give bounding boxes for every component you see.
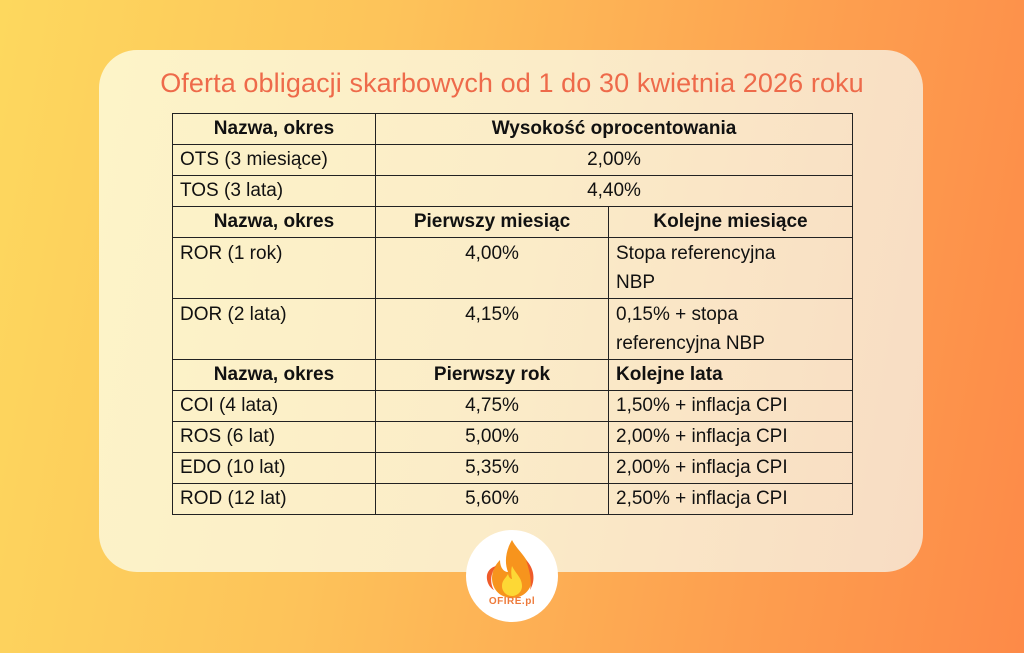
bond-rate: 2,00% [374,144,854,176]
header-first-month: Pierwszy miesiąc [375,206,609,238]
bond-next-rate-line: Stopa referencyjna [616,243,776,264]
bond-first-rate: 4,00% [375,237,609,299]
bond-name: DOR (2 lata) [172,298,376,360]
bond-first-rate: 4,15% [375,298,609,360]
bond-first-rate: 5,35% [375,452,609,484]
table-row: EDO (10 lat) 5,35% 2,00% + inflacja CPI [172,452,854,484]
table-row: TOS (3 lata) 4,40% [172,175,854,207]
header-name: Nazwa, okres [172,206,376,238]
bond-next-rate: 2,00% + inflacja CPI [607,421,854,453]
bond-rate: 4,40% [374,175,854,207]
bond-name: EDO (10 lat) [172,452,376,484]
bond-name: COI (4 lata) [172,390,376,422]
bond-next-rate: Stopa referencyjna NBP [607,237,854,299]
bond-name: ROD (12 lat) [172,483,376,515]
ofire-logo: OFIRE.pl [466,530,558,622]
header-first-year: Pierwszy rok [375,359,609,391]
table-row: COI (4 lata) 4,75% 1,50% + inflacja CPI [172,390,854,422]
header-rate: Wysokość oprocentowania [374,113,854,145]
flame-icon [486,540,534,598]
table-header-row: Nazwa, okres Wysokość oprocentowania [172,113,854,145]
bond-first-rate: 4,75% [375,390,609,422]
table-row: ROD (12 lat) 5,60% 2,50% + inflacja CPI [172,483,854,515]
table-row: DOR (2 lata) 4,15% 0,15% + stopa referenc… [172,298,854,360]
table-row: OTS (3 miesiące) 2,00% [172,144,854,176]
bond-next-rate: 2,50% + inflacja CPI [607,483,854,515]
bond-first-rate: 5,00% [375,421,609,453]
bond-next-rate-line: 0,15% + stopa [616,304,739,325]
table-row: ROR (1 rok) 4,00% Stopa referencyjna NBP [172,237,854,299]
table-header-row: Nazwa, okres Pierwszy miesiąc Kolejne mi… [172,206,854,238]
bond-next-rate: 0,15% + stopa referencyjna NBP [607,298,854,360]
header-next-years: Kolejne lata [607,359,854,391]
bond-next-rate-line: NBP [616,272,656,293]
header-next-months: Kolejne miesiące [607,206,854,238]
table-header-row: Nazwa, okres Pierwszy rok Kolejne lata [172,359,854,391]
header-name: Nazwa, okres [172,113,376,145]
bond-name: TOS (3 lata) [172,175,376,207]
bond-name: ROR (1 rok) [172,237,376,299]
bond-name: ROS (6 lat) [172,421,376,453]
bond-next-rate-line: referencyjna NBP [616,333,765,354]
table-row: ROS (6 lat) 5,00% 2,00% + inflacja CPI [172,421,854,453]
bond-next-rate: 2,00% + inflacja CPI [607,452,854,484]
header-name: Nazwa, okres [172,359,376,391]
bond-next-rate: 1,50% + inflacja CPI [607,390,854,422]
logo-text: OFIRE.pl [488,596,536,607]
bonds-table: Nazwa, okres Wysokość oprocentowania OTS… [172,113,854,515]
page-title: Oferta obligacji skarbowych od 1 do 30 k… [160,68,864,98]
bond-first-rate: 5,60% [375,483,609,515]
bond-name: OTS (3 miesiące) [172,144,376,176]
